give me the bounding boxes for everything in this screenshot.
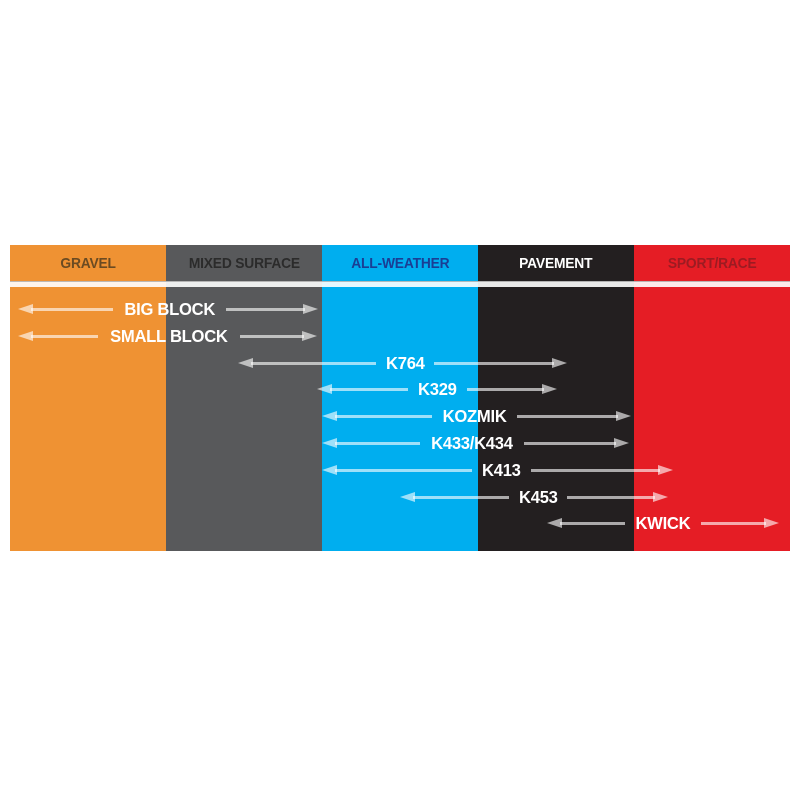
arrow-line-right <box>531 468 660 472</box>
arrowhead-right-icon <box>303 304 318 314</box>
surface-column-pavement: PAVEMENT <box>478 245 634 551</box>
surface-column-header-label: MIXED SURFACE <box>188 254 300 272</box>
arrow-line-left <box>335 468 473 472</box>
surface-column-header: SPORT/RACE <box>634 245 790 281</box>
arrowhead-right-icon <box>652 492 668 502</box>
tire-model-label: KWICK <box>635 512 691 533</box>
arrow-line-right <box>226 307 305 311</box>
arrow-line-right <box>524 441 616 445</box>
arrow-line-right <box>567 495 655 499</box>
chart-area: GRAVEL MIXED SURFACE ALL-WEATHER PAVEMEN… <box>10 245 790 551</box>
arrow-line-right <box>516 414 618 418</box>
arrow-line-left <box>335 441 421 445</box>
tire-model-label: BIG BLOCK <box>124 298 215 319</box>
tire-model-label: K413 <box>482 459 521 480</box>
surface-column-header: PAVEMENT <box>478 245 634 281</box>
arrowhead-left-icon <box>238 358 253 368</box>
arrowhead-right-icon <box>764 518 780 528</box>
surface-column-mixed-surface: MIXED SURFACE <box>166 245 322 551</box>
surface-column-header: MIXED SURFACE <box>166 245 322 281</box>
arrowhead-left-icon <box>18 304 33 314</box>
tire-model-label: K329 <box>418 378 457 399</box>
tire-range-arrow-small-block: SMALL BLOCK <box>18 325 317 347</box>
tire-range-arrow-k433-k434: K433/K434 <box>322 432 629 454</box>
arrow-line-left <box>31 334 99 338</box>
arrow-line-left <box>251 361 376 365</box>
tire-model-label: KOZMIK <box>442 405 507 426</box>
arrowhead-left-icon <box>547 518 562 528</box>
arrowhead-left-icon <box>317 384 332 394</box>
tire-model-rows: BIG BLOCK SMALL BLOCK K764 K329 KOZMIK K… <box>10 245 790 551</box>
arrow-line-left <box>560 521 626 525</box>
arrowhead-right-icon <box>614 438 629 448</box>
arrowhead-right-icon <box>616 411 631 421</box>
surface-column-header-label: SPORT/RACE <box>667 254 757 272</box>
tire-model-label: SMALL BLOCK <box>110 325 228 346</box>
arrow-line-left <box>413 495 509 499</box>
arrowhead-left-icon <box>400 492 415 502</box>
surface-column-header: ALL-WEATHER <box>322 245 478 281</box>
arrowhead-right-icon <box>552 358 567 368</box>
tire-range-arrow-big-block: BIG BLOCK <box>18 298 318 320</box>
tire-range-arrow-kozmik: KOZMIK <box>322 405 631 427</box>
surface-column-gravel: GRAVEL <box>10 245 166 551</box>
surface-column-header-label: PAVEMENT <box>519 254 593 272</box>
arrow-line-left <box>330 387 409 391</box>
tire-model-label: K453 <box>518 486 558 507</box>
arrow-line-left <box>31 307 113 311</box>
tire-model-label: K764 <box>385 352 425 373</box>
arrow-line-right <box>466 387 544 391</box>
tire-model-label: K433/K434 <box>431 432 514 453</box>
header-divider-line <box>10 281 790 287</box>
arrowhead-right-icon <box>542 384 557 394</box>
tire-range-arrow-k329: K329 <box>317 378 557 400</box>
arrowhead-left-icon <box>322 465 337 475</box>
arrowhead-left-icon <box>18 331 33 341</box>
surface-column-header-label: ALL-WEATHER <box>350 254 450 272</box>
tire-range-arrow-kwick: KWICK <box>547 512 780 534</box>
arrow-line-right <box>700 521 767 525</box>
tire-range-arrow-k453: K453 <box>400 486 668 508</box>
arrowhead-left-icon <box>322 438 337 448</box>
tire-range-arrow-k764: K764 <box>238 352 567 374</box>
arrow-line-right <box>239 334 304 338</box>
arrowhead-right-icon <box>302 331 317 341</box>
arrowhead-left-icon <box>322 411 337 421</box>
surface-column-header-label: GRAVEL <box>60 254 116 272</box>
tire-range-arrow-k413: K413 <box>322 459 673 481</box>
arrow-line-left <box>335 414 432 418</box>
arrow-line-right <box>434 361 554 365</box>
surface-column-header: GRAVEL <box>10 245 166 281</box>
arrowhead-right-icon <box>658 465 673 475</box>
